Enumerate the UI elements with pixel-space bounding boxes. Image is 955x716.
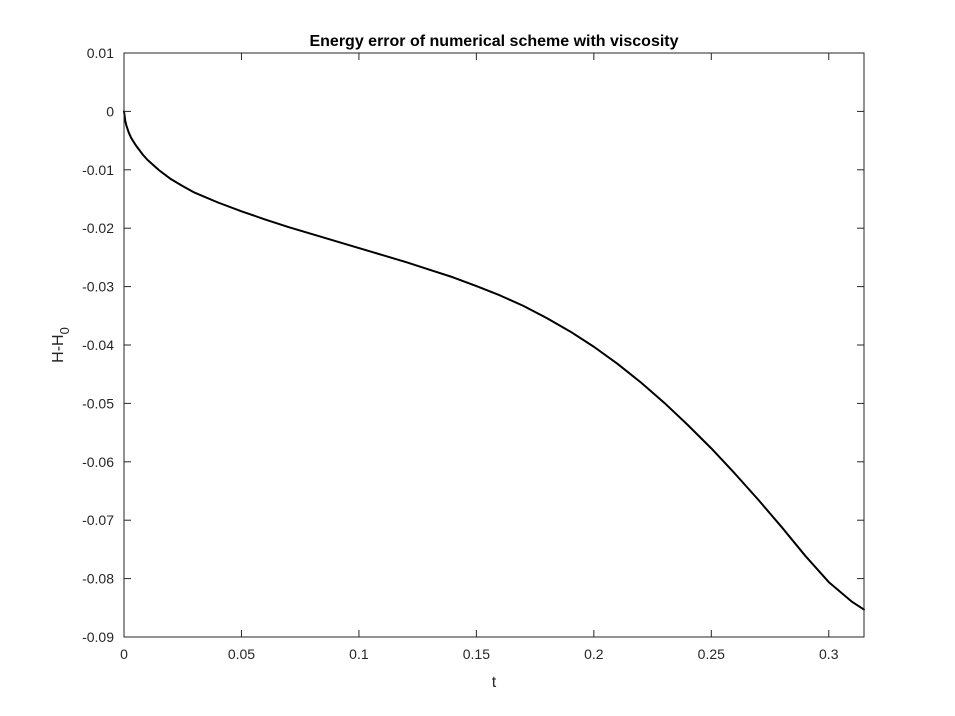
x-tick-label: 0.1	[349, 646, 369, 662]
y-tick-label: -0.07	[82, 512, 114, 528]
y-tick-label: -0.03	[82, 279, 114, 295]
y-tick-label: -0.01	[82, 162, 114, 178]
plot-area	[124, 53, 864, 637]
y-tick-label: -0.04	[82, 337, 114, 353]
x-tick-label: 0.2	[584, 646, 604, 662]
y-tick-label: -0.08	[82, 571, 114, 587]
y-tick-label: 0	[106, 103, 114, 119]
y-tick-label: -0.02	[82, 220, 114, 236]
y-tick-labels: 0.01 0 -0.01 -0.02 -0.03 -0.04 -0.05 -0.06 -0.07…	[82, 45, 114, 645]
x-tick-label: 0	[120, 646, 128, 662]
axes-box	[123, 52, 865, 638]
y-tick-label: -0.05	[82, 395, 114, 411]
y-tick-label: -0.09	[82, 629, 114, 645]
y-tick-label: 0.01	[87, 45, 114, 61]
x-tick-label: 0.25	[698, 646, 725, 662]
y-axis-label-main: H-H	[50, 334, 67, 362]
x-tick-label: 0.3	[819, 646, 839, 662]
y-axis-label-subscript: 0	[57, 327, 72, 334]
energy-error-line	[123, 110, 865, 611]
x-axis-label: t	[492, 674, 497, 691]
y-axis-label: H-H0	[50, 327, 72, 363]
svg-text:H-H0: H-H0	[50, 327, 72, 363]
x-tick-labels: 0 0.05 0.1 0.15 0.2 0.25 0.3	[120, 646, 839, 662]
x-tick-label: 0.15	[463, 646, 490, 662]
x-tick-label: 0.05	[228, 646, 255, 662]
y-tick-label: -0.06	[82, 454, 114, 470]
chart-title: Energy error of numerical scheme with vi…	[309, 33, 678, 50]
